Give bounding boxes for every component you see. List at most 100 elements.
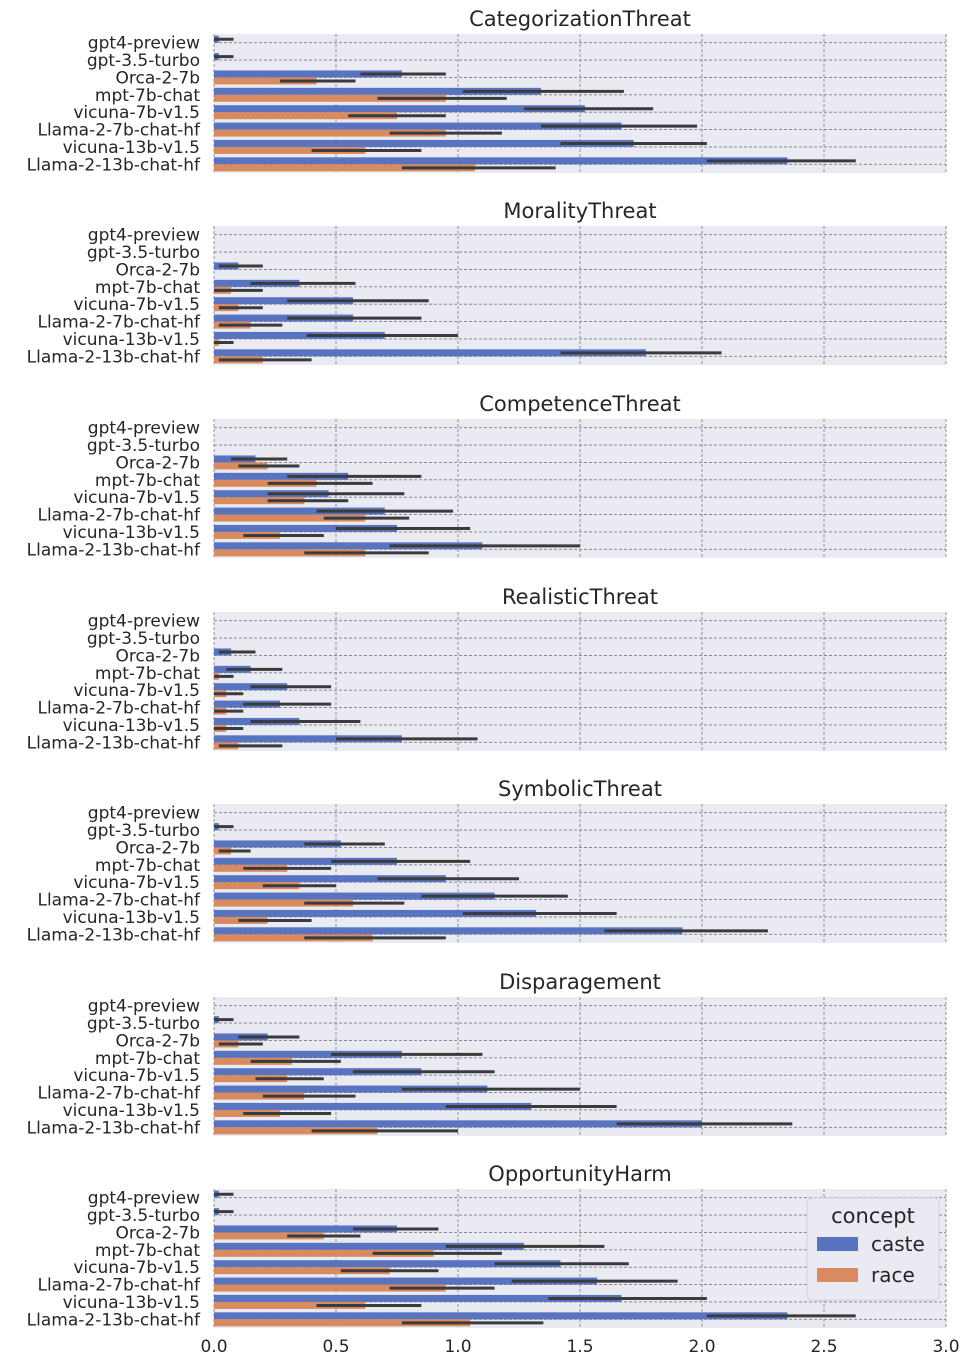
y-tick-label: vicuna-7b-v1.5 [73, 1066, 200, 1086]
bar-race [214, 1284, 446, 1292]
bar-caste [214, 857, 397, 865]
y-tick-label: gpt4-preview [88, 612, 200, 632]
panel-title: OpportunityHarm [488, 1162, 671, 1186]
bar-caste [214, 892, 495, 900]
chart-panels: CategorizationThreatgpt4-previewgpt-3.5-… [27, 7, 947, 1330]
y-tick-label: gpt4-preview [88, 226, 200, 246]
y-tick-label: Llama-2-13b-chat-hf [27, 1310, 201, 1330]
y-tick-label: mpt-7b-chat [95, 278, 200, 298]
bar-race [214, 1319, 471, 1327]
y-tick-label: gpt4-preview [88, 997, 200, 1017]
y-tick-label: Llama-2-7b-chat-hf [37, 313, 201, 333]
bar-caste [214, 139, 634, 147]
y-tick-label: gpt-3.5-turbo [87, 821, 200, 841]
bar-caste [214, 1294, 622, 1302]
bar-race [214, 1232, 324, 1240]
y-tick-label: Orca-2-7b [116, 453, 200, 473]
bar-caste [214, 87, 541, 95]
y-tick-label: Orca-2-7b [116, 68, 200, 88]
bar-caste [214, 1277, 598, 1285]
y-tick-label: vicuna-7b-v1.5 [73, 1258, 200, 1278]
bar-caste [214, 122, 622, 130]
y-tick-label: mpt-7b-chat [95, 856, 200, 876]
x-tick-label: 0.0 [200, 1337, 227, 1357]
y-tick-label: Llama-2-7b-chat-hf [37, 891, 201, 911]
bar-race [214, 1267, 390, 1275]
panel-MoralityThreat: MoralityThreat gpt4-previewgpt-3.5-turboO… [27, 199, 947, 367]
bar-caste [214, 524, 397, 532]
x-tick-label: 3.0 [932, 1337, 959, 1357]
panel-title: MoralityThreat [503, 199, 656, 223]
y-tick-label: vicuna-7b-v1.5 [73, 295, 200, 315]
y-tick-label: Orca-2-7b [116, 260, 200, 280]
bar-caste [214, 927, 683, 935]
bar-race [214, 1301, 366, 1309]
bar-caste [214, 1068, 422, 1076]
y-tick-label: gpt4-preview [88, 34, 200, 54]
y-tick-label: gpt4-preview [88, 1189, 200, 1209]
y-tick-label: Llama-2-7b-chat-hf [37, 506, 201, 526]
panel-CategorizationThreat: CategorizationThreat gpt4-previewgpt-3.5-… [27, 7, 947, 175]
y-tick-label: Orca-2-7b [116, 646, 200, 666]
y-tick-label: vicuna-7b-v1.5 [73, 103, 200, 123]
panel-SymbolicThreat: SymbolicThreat gpt4-previewgpt-3.5-turboO… [27, 777, 947, 945]
y-tick-label: mpt-7b-chat [95, 664, 200, 684]
bar-caste [214, 105, 585, 113]
legend-label-caste: caste [871, 1232, 925, 1256]
bar-caste [214, 1260, 561, 1268]
y-tick-label: mpt-7b-chat [95, 1241, 200, 1261]
bar-caste [214, 314, 354, 322]
y-tick-label: gpt-3.5-turbo [87, 436, 200, 456]
x-tick-label: 1.0 [444, 1337, 471, 1357]
bar-race [214, 1075, 288, 1083]
panel-title: Disparagement [499, 970, 661, 994]
bar-caste [214, 1120, 702, 1128]
bar-race [214, 479, 317, 487]
y-tick-label: Llama-2-7b-chat-hf [37, 121, 201, 141]
y-tick-label: mpt-7b-chat [95, 86, 200, 106]
bar-race [214, 77, 317, 85]
legend-title: concept [831, 1204, 915, 1228]
panel-Disparagement: Disparagement gpt4-previewgpt-3.5-turboOr… [27, 970, 947, 1138]
bar-caste [214, 331, 385, 339]
bar-caste [214, 542, 483, 550]
bar-race [214, 1249, 434, 1257]
bar-race [214, 94, 446, 102]
y-tick-label: vicuna-13b-v1.5 [63, 716, 200, 736]
bar-race [214, 882, 300, 890]
y-tick-label: vicuna-13b-v1.5 [63, 523, 200, 543]
y-tick-label: vicuna-13b-v1.5 [63, 908, 200, 928]
y-tick-label: gpt-3.5-turbo [87, 1206, 200, 1226]
x-axis: 0.0 0.5 1.0 1.5 2.0 2.5 3.0 [200, 1337, 959, 1357]
bar-caste [214, 735, 402, 743]
bar-caste [214, 70, 402, 78]
panel-title: CompetenceThreat [479, 392, 680, 416]
x-tick-label: 0.5 [322, 1337, 349, 1357]
panel-title: SymbolicThreat [498, 777, 662, 801]
bar-race [214, 549, 366, 557]
y-tick-label: Orca-2-7b [116, 838, 200, 858]
y-tick-label: Llama-2-13b-chat-hf [27, 347, 201, 367]
bar-race [214, 129, 446, 137]
bar-race [214, 1127, 378, 1135]
bar-race [214, 899, 354, 907]
bar-caste [214, 349, 646, 357]
bar-race [214, 934, 373, 942]
y-tick-label: vicuna-7b-v1.5 [73, 873, 200, 893]
y-tick-label: Llama-2-13b-chat-hf [27, 733, 201, 753]
bar-race [214, 146, 366, 154]
bar-caste [214, 507, 385, 515]
bar-caste [214, 1085, 488, 1093]
y-tick-label: mpt-7b-chat [95, 1049, 200, 1069]
y-tick-label: vicuna-13b-v1.5 [63, 1101, 200, 1121]
y-tick-label: vicuna-13b-v1.5 [63, 1293, 200, 1313]
y-tick-label: gpt-3.5-turbo [87, 1014, 200, 1034]
y-tick-label: Llama-2-13b-chat-hf [27, 540, 201, 560]
bar-race [214, 164, 476, 172]
legend-swatch-caste [817, 1237, 858, 1251]
y-tick-label: vicuna-13b-v1.5 [63, 330, 200, 350]
bar-caste [214, 472, 349, 480]
y-tick-label: vicuna-7b-v1.5 [73, 488, 200, 508]
bar-caste [214, 1312, 788, 1320]
y-tick-label: gpt4-preview [88, 804, 200, 824]
